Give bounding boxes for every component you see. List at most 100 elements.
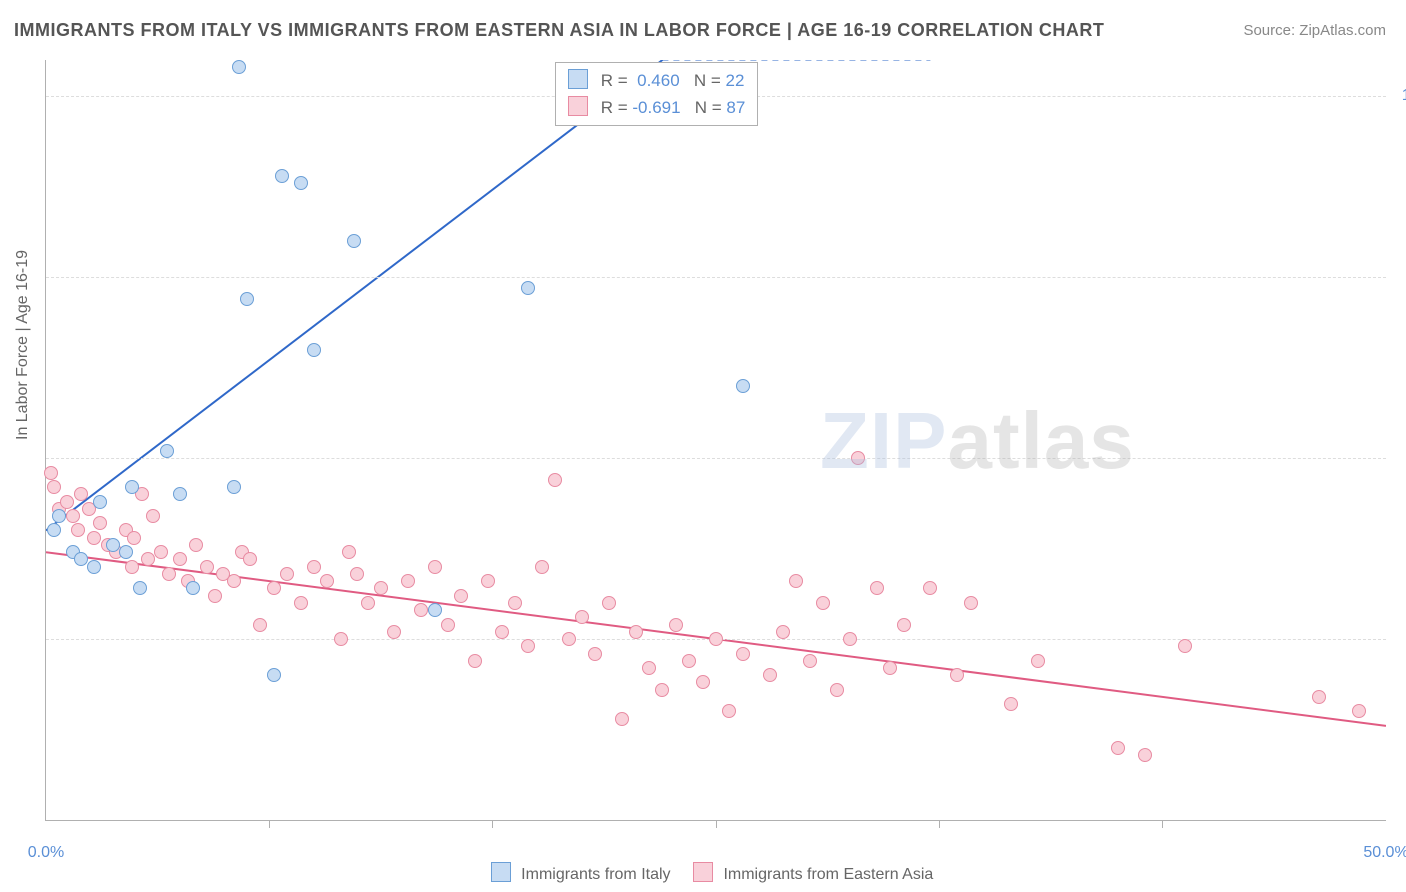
n-value-italy: 22 <box>725 71 744 90</box>
trend-lines-svg <box>46 60 1386 820</box>
x-tick-mark <box>716 820 717 828</box>
data-point <box>347 234 361 248</box>
data-point <box>93 495 107 509</box>
data-point <box>950 668 964 682</box>
swatch-east-asia <box>568 96 588 116</box>
data-point <box>294 176 308 190</box>
data-point <box>803 654 817 668</box>
x-tick-mark <box>1162 820 1163 828</box>
data-point <box>125 480 139 494</box>
trend-line <box>46 60 662 530</box>
data-point <box>414 603 428 617</box>
data-point <box>173 552 187 566</box>
data-point <box>294 596 308 610</box>
gridline-h <box>46 458 1386 459</box>
data-point <box>71 523 85 537</box>
data-point <box>481 574 495 588</box>
data-point <box>133 581 147 595</box>
n-value-east-asia: 87 <box>726 98 745 117</box>
data-point <box>642 661 656 675</box>
data-point <box>521 639 535 653</box>
data-point <box>275 169 289 183</box>
data-point <box>763 668 777 682</box>
swatch-italy <box>568 69 588 89</box>
data-point <box>428 603 442 617</box>
legend-row-italy: R = 0.460 N = 22 <box>568 67 745 94</box>
data-point <box>535 560 549 574</box>
data-point <box>87 531 101 545</box>
data-point <box>428 560 442 574</box>
data-point <box>468 654 482 668</box>
data-point <box>789 574 803 588</box>
data-point <box>736 379 750 393</box>
data-point <box>320 574 334 588</box>
series-label-east-asia: Immigrants from Eastern Asia <box>723 866 933 883</box>
data-point <box>401 574 415 588</box>
x-tick-mark <box>269 820 270 828</box>
data-point <box>655 683 669 697</box>
legend-row-east-asia: R = -0.691 N = 87 <box>568 94 745 121</box>
y-tick-label: 100.0% <box>1396 87 1406 105</box>
data-point <box>160 444 174 458</box>
data-point <box>267 581 281 595</box>
data-point <box>776 625 790 639</box>
data-point <box>361 596 375 610</box>
data-point <box>47 523 61 537</box>
data-point <box>307 343 321 357</box>
data-point <box>186 581 200 595</box>
data-point <box>1004 697 1018 711</box>
chart-title: IMMIGRANTS FROM ITALY VS IMMIGRANTS FROM… <box>14 20 1104 41</box>
data-point <box>93 516 107 530</box>
data-point <box>141 552 155 566</box>
data-point <box>162 567 176 581</box>
data-point <box>127 531 141 545</box>
series-label-italy: Immigrants from Italy <box>521 866 670 883</box>
data-point <box>923 581 937 595</box>
data-point <box>125 560 139 574</box>
data-point <box>441 618 455 632</box>
data-point <box>964 596 978 610</box>
swatch-italy <box>491 862 511 882</box>
data-point <box>189 538 203 552</box>
data-point <box>106 538 120 552</box>
data-point <box>227 480 241 494</box>
y-tick-label: 75.0% <box>1396 268 1406 286</box>
data-point <box>146 509 160 523</box>
correlation-legend: R = 0.460 N = 22 R = -0.691 N = 87 <box>555 62 758 126</box>
data-point <box>208 589 222 603</box>
data-point <box>253 618 267 632</box>
data-point <box>227 574 241 588</box>
data-point <box>74 552 88 566</box>
data-point <box>1178 639 1192 653</box>
gridline-h <box>46 277 1386 278</box>
source-label: Source: ZipAtlas.com <box>1243 22 1386 39</box>
data-point <box>521 281 535 295</box>
data-point <box>267 668 281 682</box>
data-point <box>682 654 696 668</box>
data-point <box>66 509 80 523</box>
data-point <box>350 567 364 581</box>
data-point <box>669 618 683 632</box>
x-tick-label: 50.0% <box>1363 844 1406 862</box>
data-point <box>508 596 522 610</box>
data-point <box>454 589 468 603</box>
data-point <box>200 560 214 574</box>
data-point <box>897 618 911 632</box>
data-point <box>548 473 562 487</box>
data-point <box>280 567 294 581</box>
data-point <box>334 632 348 646</box>
x-tick-label: 0.0% <box>28 844 64 862</box>
y-tick-label: 25.0% <box>1396 630 1406 648</box>
data-point <box>74 487 88 501</box>
data-point <box>816 596 830 610</box>
data-point <box>307 560 321 574</box>
x-axis-legend: Immigrants from Italy Immigrants from Ea… <box>0 862 1406 884</box>
data-point <box>119 545 133 559</box>
data-point <box>60 495 74 509</box>
data-point <box>495 625 509 639</box>
data-point <box>883 661 897 675</box>
data-point <box>843 632 857 646</box>
x-tick-mark <box>492 820 493 828</box>
data-point <box>342 545 356 559</box>
data-point <box>1111 741 1125 755</box>
